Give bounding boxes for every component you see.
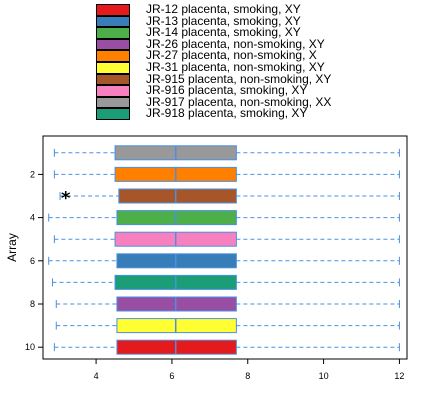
x-tick-label: 12 [394,371,404,381]
y-tick-label: 10 [25,342,35,352]
legend-swatch [96,61,130,74]
box-group [53,145,400,161]
legend-swatch [96,38,130,51]
box [116,210,237,226]
legend-label: JR-14 placenta, smoking, XY [146,25,301,40]
box-group [53,231,400,247]
x-tick-label: 8 [245,371,250,381]
legend-swatch [96,96,130,109]
plot-frame [42,135,408,360]
box [116,318,237,334]
box-group [51,274,400,290]
box [118,188,237,204]
legend-swatch [96,108,130,120]
box-group: * [59,188,400,209]
legend-label: JR-918 placenta, smoking, XY [146,106,308,121]
legend-label: JR-917 placenta, non-smoking, XX [146,94,332,109]
y-tick-label: 6 [30,256,35,266]
x-tick-label: 4 [94,371,99,381]
y-axis-label: Array [5,233,19,262]
x-tick-label: 6 [169,371,174,381]
legend-label: JR-915 placenta, non-smoking, XY [146,71,332,86]
box-group [55,318,400,334]
legend-swatch [96,50,130,62]
legend-swatch [96,4,130,16]
legend-swatch [96,27,130,39]
legend-label: JR-12 placenta, smoking, XY [146,2,301,16]
box [116,253,237,269]
legend-swatch [96,85,130,97]
box-group [48,210,400,226]
legend-label: JR-27 placenta, non-smoking, X [146,48,317,63]
x-tick-label: 10 [319,371,329,381]
y-tick-label: 4 [30,213,35,223]
y-tick-label: 8 [30,299,35,309]
box [116,339,237,355]
box-group [55,296,400,312]
legend-swatch [96,73,130,86]
y-tick-label: 2 [30,169,35,179]
box-group [48,253,400,269]
outlier-point: * [61,188,71,209]
legend-label: JR-13 placenta, smoking, XY [146,13,301,28]
box [116,296,237,312]
box-group [53,339,400,355]
legend-label: JR-31 placenta, non-smoking, XY [146,59,325,74]
legend-swatch [96,15,130,28]
legend-label: JR-916 placenta, smoking, XY [146,83,308,98]
legend-label: JR-26 placenta, non-smoking, XY [146,36,325,51]
box-group [53,166,400,182]
